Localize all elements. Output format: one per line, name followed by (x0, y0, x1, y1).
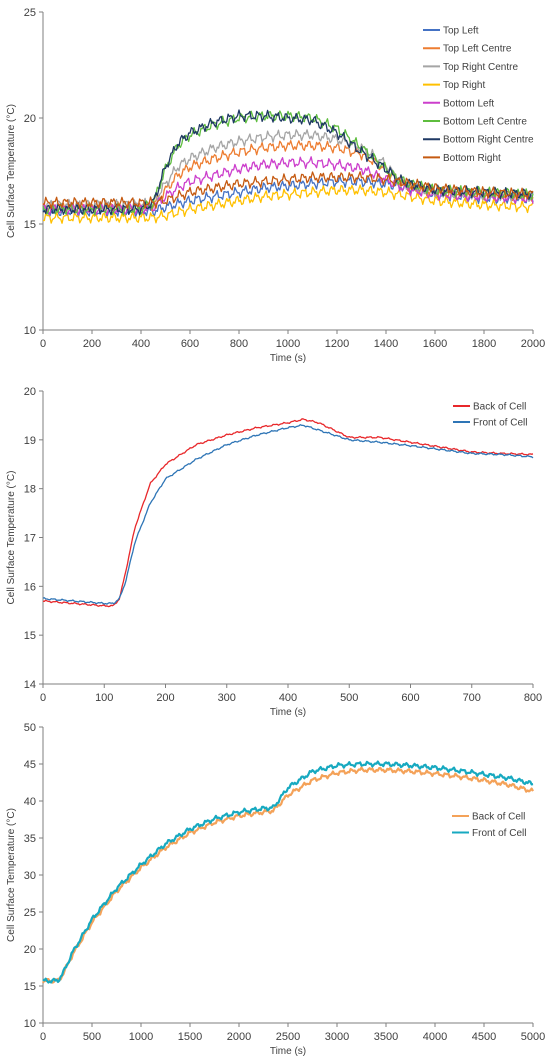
y-tick-label: 20 (24, 944, 36, 956)
x-tick-label: 500 (83, 1031, 101, 1043)
y-tick-label: 15 (24, 630, 36, 642)
chart-1: 0 200 400 600 800 1000 1200 1400 1600 1800 2000 10 1… (6, 7, 545, 364)
legend-label: Top Left Centre (443, 44, 512, 55)
x-axis-title: Time (s) (270, 707, 306, 718)
y-axis-title: Cell Surface Temperature (°C) (6, 104, 17, 238)
x-tick-label: 4500 (472, 1031, 496, 1043)
x-tick-label: 0 (40, 338, 46, 350)
x-tick-label: 0 (40, 1031, 46, 1043)
x-tick-label: 1800 (472, 338, 496, 350)
y-tick-label: 25 (24, 7, 36, 19)
series-line-2 (42, 760, 534, 984)
legend: Back of Cell Front of Cell (452, 812, 526, 839)
x-tick-label: 1400 (374, 338, 398, 350)
x-tick-label: 800 (230, 338, 248, 350)
y-tick-label: 30 (24, 870, 36, 882)
y-tick-label: 20 (24, 386, 36, 398)
y-tick-label: 25 (24, 907, 36, 919)
y-axis-title: Cell Surface Temperature (°C) (6, 808, 17, 942)
y-tick-label: 16 (24, 581, 36, 593)
y-tick-label: 45 (24, 759, 36, 771)
y-tick-label: 17 (24, 533, 36, 545)
x-tick-label: 0 (40, 692, 46, 704)
legend: Back of Cell Front of Cell (453, 402, 527, 429)
y-tick-label: 19 (24, 435, 36, 447)
series-line-1 (42, 766, 534, 984)
y-tick-label: 10 (24, 1018, 36, 1030)
legend-label: Bottom Left (443, 98, 494, 109)
x-tick-label: 700 (463, 692, 481, 704)
x-tick-label: 3500 (374, 1031, 398, 1043)
x-tick-label: 1500 (178, 1031, 202, 1043)
x-tick-label: 5000 (521, 1031, 545, 1043)
legend-label: Top Left (443, 26, 479, 37)
x-tick-label: 1000 (276, 338, 300, 350)
x-tick-label: 400 (132, 338, 150, 350)
y-tick-label: 35 (24, 833, 36, 845)
x-tick-label: 2500 (276, 1031, 300, 1043)
y-tick-label: 20 (24, 113, 36, 125)
y-tick-label: 40 (24, 796, 36, 808)
legend-label: Top Right Centre (443, 62, 518, 73)
x-tick-label: 200 (156, 692, 174, 704)
x-tick-label: 400 (279, 692, 297, 704)
legend-label: Bottom Right (443, 153, 501, 164)
x-tick-label: 600 (181, 338, 199, 350)
series-line-6 (42, 110, 534, 216)
x-tick-label: 3000 (325, 1031, 349, 1043)
x-tick-label: 2000 (227, 1031, 251, 1043)
x-tick-label: 800 (524, 692, 542, 704)
x-axis-title: Time (s) (270, 353, 306, 364)
series-line-2 (42, 424, 534, 605)
legend-label: Back of Cell (472, 812, 525, 823)
legend-label: Front of Cell (472, 828, 526, 839)
x-tick-label: 200 (83, 338, 101, 350)
series-line-7 (42, 109, 534, 216)
legend-label: Top Right (443, 80, 485, 91)
x-axis-title: Time (s) (270, 1046, 306, 1057)
legend-label: Back of Cell (473, 402, 526, 413)
y-tick-label: 14 (24, 679, 36, 691)
x-tick-label: 1600 (423, 338, 447, 350)
legend: Top Left Top Left Centre Top Right Centre T… (423, 26, 534, 164)
x-tick-label: 500 (340, 692, 358, 704)
y-tick-label: 15 (24, 219, 36, 231)
y-tick-label: 10 (24, 325, 36, 337)
x-tick-label: 300 (218, 692, 236, 704)
series-line-8 (42, 171, 534, 210)
x-tick-label: 2000 (521, 338, 545, 350)
y-tick-label: 50 (24, 722, 36, 734)
chart-3: 0 500 1000 1500 2000 2500 3000 3500 4000 4500 5000… (6, 722, 545, 1057)
x-tick-label: 100 (95, 692, 113, 704)
x-tick-label: 1000 (129, 1031, 153, 1043)
legend-label: Bottom Left Centre (443, 117, 527, 128)
chart-2: 0 100 200 300 400 500 600 700 800 14 15 16 17 18 19 20 T… (6, 386, 542, 718)
x-tick-label: 600 (401, 692, 419, 704)
legend-label: Bottom Right Centre (443, 135, 534, 146)
y-tick-label: 15 (24, 981, 36, 993)
x-tick-label: 4000 (423, 1031, 447, 1043)
legend-label: Front of Cell (473, 418, 527, 429)
x-tick-label: 1200 (325, 338, 349, 350)
series-line-1 (42, 418, 534, 608)
y-axis-title: Cell Surface Temperature (°C) (6, 471, 17, 605)
y-tick-label: 18 (24, 484, 36, 496)
